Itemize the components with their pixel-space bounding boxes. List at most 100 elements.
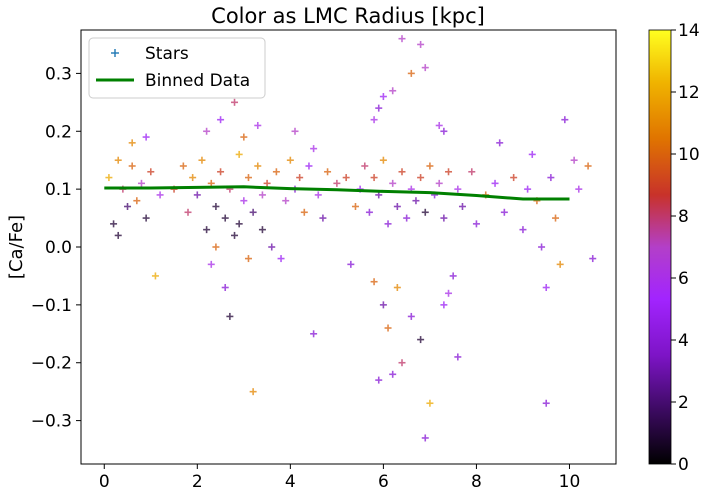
star-point (393, 284, 401, 292)
star-point (384, 220, 392, 228)
star-point (510, 174, 518, 182)
star-point (556, 260, 564, 268)
star-point (263, 179, 271, 187)
star-point (198, 156, 206, 164)
star-point (375, 376, 383, 384)
star-point (570, 156, 578, 164)
star-point (435, 179, 443, 187)
x-tick-label: 4 (285, 472, 296, 492)
star-point (454, 185, 462, 193)
star-point (421, 208, 429, 216)
star-point (212, 243, 220, 251)
star-point (240, 197, 248, 205)
star-point (268, 243, 276, 251)
star-point (254, 121, 262, 129)
star-point (584, 162, 592, 170)
star-point (445, 168, 453, 176)
star-point (426, 399, 434, 407)
colorbar-tick-label: 0 (678, 455, 689, 475)
star-point (133, 197, 141, 205)
star-point (589, 255, 597, 263)
legend-marker-stars (111, 49, 119, 57)
star-point (575, 185, 583, 193)
colorbar-tick-label: 12 (678, 83, 700, 103)
star-point (454, 353, 462, 361)
star-point (310, 330, 318, 338)
colorbar-tick-label: 10 (678, 145, 700, 165)
star-point (212, 202, 220, 210)
colorbar-tick-label: 2 (678, 393, 689, 413)
star-point (249, 208, 257, 216)
star-point (310, 145, 318, 153)
star-point (254, 162, 262, 170)
y-tick-label: 0.2 (45, 122, 72, 142)
star-point (542, 284, 550, 292)
star-point (324, 168, 332, 176)
star-point (291, 127, 299, 135)
colorbar-tick-label: 8 (678, 207, 689, 227)
x-axis-ticks: 0 2 4 6 8 10 (99, 464, 580, 492)
star-point (258, 191, 266, 199)
star-point (375, 104, 383, 112)
star-point (226, 312, 234, 320)
star-point (114, 231, 122, 239)
y-axis-ticks: −0.3 −0.2 −0.1 0.0 0.1 0.2 0.3 (31, 64, 81, 432)
star-point (440, 214, 448, 222)
star-point (370, 174, 378, 182)
star-point (296, 174, 304, 182)
star-point (156, 191, 164, 199)
star-point (398, 359, 406, 367)
y-tick-label: 0.0 (45, 238, 72, 258)
star-point (389, 87, 397, 95)
legend-box (88, 37, 266, 99)
star-point (282, 197, 290, 205)
scatter-points (105, 35, 597, 442)
star-point (440, 127, 448, 135)
colorbar (648, 29, 672, 465)
star-point (314, 191, 322, 199)
star-point (528, 150, 536, 158)
star-point (272, 168, 280, 176)
x-tick-label: 2 (192, 472, 203, 492)
y-tick-label: 0.1 (45, 180, 72, 200)
star-point (142, 133, 150, 141)
star-point (221, 284, 229, 292)
star-point (458, 202, 466, 210)
star-point (333, 179, 341, 187)
star-point (417, 174, 425, 182)
colorbar-tick-label: 6 (678, 269, 689, 289)
x-tick-label: 6 (378, 472, 389, 492)
star-point (244, 174, 252, 182)
star-point (231, 231, 239, 239)
star-point (235, 220, 243, 228)
star-point (319, 214, 327, 222)
star-point (552, 214, 560, 222)
star-point (421, 434, 429, 442)
star-point (151, 272, 159, 280)
star-point (184, 208, 192, 216)
star-point (235, 150, 243, 158)
star-point (538, 243, 546, 251)
binned-data-line (104, 185, 570, 201)
star-point (221, 214, 229, 222)
star-point (351, 202, 359, 210)
y-tick-label: −0.1 (31, 296, 72, 316)
star-point (398, 35, 406, 43)
star-point (240, 133, 248, 141)
y-tick-label: −0.3 (31, 412, 72, 432)
star-point (189, 174, 197, 182)
star-point (407, 312, 415, 320)
star-point (449, 272, 457, 280)
star-point (542, 399, 550, 407)
x-tick-label: 10 (559, 472, 581, 492)
x-tick-label: 0 (99, 472, 110, 492)
star-point (491, 179, 499, 187)
star-point (300, 208, 308, 216)
star-point (417, 336, 425, 344)
binned-lines (104, 185, 570, 201)
star-point (398, 168, 406, 176)
star-point (379, 301, 387, 309)
star-point (286, 156, 294, 164)
legend-label-binned: Binned Data (145, 71, 250, 91)
star-point (110, 220, 118, 228)
